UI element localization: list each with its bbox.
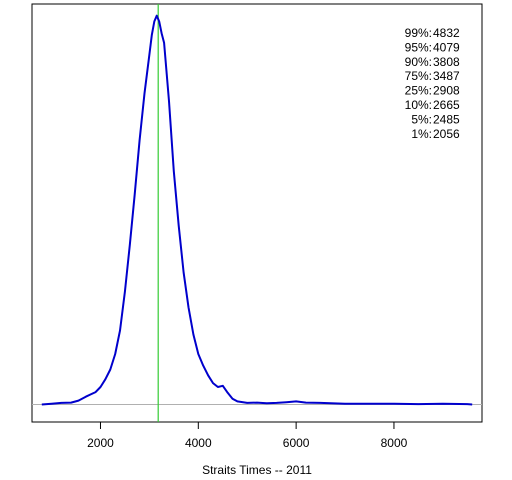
quantile-label-4: 25%:	[405, 84, 432, 98]
series-layer	[41, 14, 473, 406]
quantile-label-6: 5%:	[411, 112, 432, 126]
quantile-label-0: 99%:	[405, 26, 432, 40]
x-tick-label-0: 2000	[87, 436, 114, 450]
quantile-label-1: 95%:	[405, 40, 432, 54]
x-axis: 2000 4000 6000 8000	[87, 422, 408, 450]
quantile-value-2: 3808	[433, 55, 460, 69]
quantile-value-0: 4832	[433, 26, 460, 40]
quantile-label-5: 10%:	[405, 98, 432, 112]
x-axis-label: Straits Times -- 2011	[202, 463, 312, 477]
quantile-value-7: 2056	[433, 127, 460, 141]
quantile-value-4: 2908	[433, 84, 460, 98]
density-curve-0	[41, 14, 473, 406]
x-tick-label-1: 4000	[185, 436, 212, 450]
quantile-label-2: 90%:	[405, 55, 432, 69]
x-tick-label-2: 6000	[283, 436, 310, 450]
plot-frame	[31, 3, 483, 423]
quantile-value-5: 2665	[433, 98, 460, 112]
quantile-value-6: 2485	[433, 112, 460, 126]
x-tick-label-3: 8000	[381, 436, 408, 450]
quantile-value-1: 4079	[433, 40, 460, 54]
quantile-label-7: 1%:	[411, 127, 432, 141]
quantile-label-3: 75%:	[405, 69, 432, 83]
quantile-value-3: 3487	[433, 69, 460, 83]
